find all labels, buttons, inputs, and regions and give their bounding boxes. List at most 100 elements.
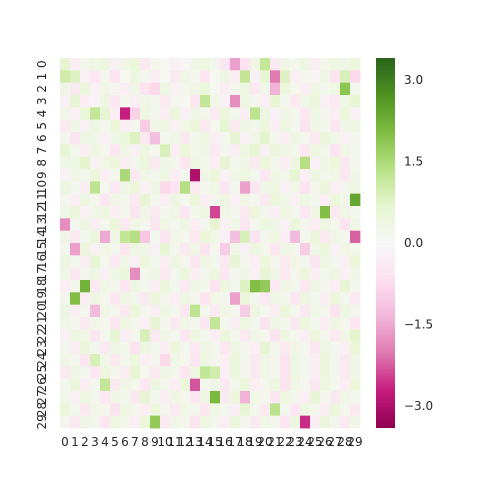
heatmap-cell	[270, 144, 281, 158]
heatmap-cell	[60, 403, 71, 417]
heatmap-cell	[70, 206, 81, 219]
heatmap-cell	[300, 341, 311, 355]
y-tick-label: 25	[35, 365, 49, 380]
heatmap-cell	[200, 193, 211, 207]
x-tick-label: 25	[307, 435, 322, 449]
heatmap-cell	[320, 255, 331, 269]
heatmap-cell	[310, 267, 321, 281]
heatmap-cell	[150, 169, 161, 182]
heatmap-cell	[150, 132, 161, 145]
heatmap-cell	[190, 206, 201, 219]
heatmap-cell	[290, 181, 301, 195]
heatmap-cell	[210, 329, 221, 343]
heatmap-cell	[180, 403, 191, 417]
x-tick-label: 23	[287, 435, 302, 449]
x-tick-label: 7	[131, 435, 139, 449]
heatmap-cell	[130, 354, 141, 367]
colorbar-tick-label: 3.0	[404, 73, 423, 87]
heatmap-cell	[170, 341, 181, 355]
heatmap-cell	[170, 193, 181, 207]
heatmap-cell	[240, 58, 251, 71]
heatmap-cell	[130, 218, 141, 232]
heatmap-cell	[260, 181, 271, 195]
heatmap-cell	[60, 329, 71, 343]
heatmap-cell	[220, 391, 231, 404]
heatmap-cell	[210, 58, 221, 71]
heatmap-cell	[220, 403, 231, 417]
heatmap-cell	[80, 144, 91, 158]
heatmap-cell	[100, 58, 111, 71]
heatmap-cell	[140, 415, 151, 429]
heatmap-cell	[70, 317, 81, 330]
heatmap-cell	[320, 230, 331, 244]
x-tick-label: 0	[61, 435, 69, 449]
heatmap-cell	[120, 280, 131, 293]
heatmap-cell	[130, 255, 141, 269]
heatmap-cell	[130, 119, 141, 133]
heatmap-cell	[100, 107, 111, 121]
heatmap-cell	[290, 391, 301, 404]
heatmap-cell	[160, 169, 171, 182]
heatmap-cell	[170, 230, 181, 244]
heatmap-cell	[140, 230, 151, 244]
heatmap-cell	[170, 243, 181, 256]
heatmap-cell	[110, 255, 121, 269]
heatmap-cell	[90, 280, 101, 293]
x-tick-label: 15	[207, 435, 222, 449]
heatmap-cell	[130, 95, 141, 108]
heatmap-cell	[160, 230, 171, 244]
heatmap-cell	[260, 341, 271, 355]
heatmap-cell	[70, 403, 81, 417]
heatmap-cell	[300, 107, 311, 121]
heatmap-cell	[160, 58, 171, 71]
heatmap-cell	[330, 119, 341, 133]
heatmap-cell	[290, 107, 301, 121]
heatmap-cell	[110, 119, 121, 133]
x-tick-label: 20	[257, 435, 272, 449]
heatmap-cell	[290, 230, 301, 244]
heatmap-cell	[220, 107, 231, 121]
heatmap-cell	[140, 218, 151, 232]
heatmap-cell	[340, 218, 351, 232]
y-tick-label: 29	[35, 414, 49, 429]
heatmap-cell	[250, 181, 261, 195]
heatmap-cell	[130, 230, 141, 244]
heatmap-cell	[190, 144, 201, 158]
heatmap-cell	[130, 341, 141, 355]
heatmap-cell	[120, 354, 131, 367]
heatmap-cell	[230, 206, 241, 219]
y-tick-label: 7	[35, 147, 49, 155]
heatmap-cell	[60, 391, 71, 404]
y-tick-label: 2	[35, 85, 49, 93]
heatmap-cell	[90, 82, 101, 96]
x-tick-label: 2	[81, 435, 89, 449]
heatmap-cell	[180, 82, 191, 96]
heatmap-cell	[310, 280, 321, 293]
heatmap-cell	[110, 243, 121, 256]
heatmap-cell	[250, 341, 261, 355]
heatmap-cell	[320, 107, 331, 121]
heatmap-cell	[280, 243, 291, 256]
heatmap-cell	[60, 354, 71, 367]
heatmap-cell	[240, 354, 251, 367]
heatmap-cell	[210, 230, 221, 244]
heatmap-cell	[190, 156, 201, 170]
heatmap-cell	[340, 415, 351, 429]
heatmap-cell	[300, 82, 311, 96]
heatmap-cell	[300, 292, 311, 306]
heatmap-cell	[150, 144, 161, 158]
heatmap-cell	[280, 230, 291, 244]
heatmap-cell	[240, 82, 251, 96]
heatmap-cell	[90, 329, 101, 343]
x-tick-label: 21	[267, 435, 282, 449]
heatmap-cell	[130, 391, 141, 404]
heatmap-cell	[280, 119, 291, 133]
heatmap-cell	[330, 415, 341, 429]
heatmap-cell	[210, 132, 221, 145]
x-tick-label: 3	[91, 435, 99, 449]
heatmap-cell	[70, 292, 81, 306]
heatmap-cell	[70, 169, 81, 182]
heatmap-cell	[60, 366, 71, 380]
heatmap-cell	[350, 317, 361, 330]
heatmap-cell	[270, 169, 281, 182]
